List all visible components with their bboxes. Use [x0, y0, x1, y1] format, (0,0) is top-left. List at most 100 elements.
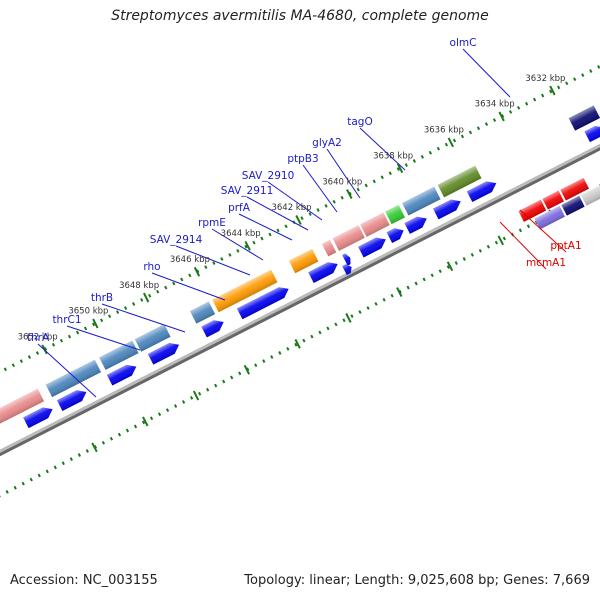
ruler-dot-upper [404, 163, 408, 167]
leader-rpmE [211, 228, 264, 261]
ruler-dot-upper [244, 244, 248, 249]
leader-mcmA1 [499, 221, 547, 270]
cds-arrow-2 [106, 364, 137, 386]
major-tick-upper [549, 85, 556, 96]
ruler-dot-lower [454, 261, 458, 265]
major-tick-lower [142, 416, 149, 427]
ruler-dot-lower [29, 477, 33, 482]
leader-thrA [37, 343, 97, 398]
ruler-dot-upper [460, 134, 465, 139]
gene-label: tagO [347, 116, 372, 128]
ruler-dot-upper [148, 293, 152, 298]
cds-arrow-13 [584, 126, 600, 143]
major-tick-upper [498, 111, 505, 122]
gene-label: prfA [228, 202, 251, 214]
ruler-dot-lower [77, 453, 81, 457]
tick-label: 3636 kbp [424, 126, 464, 136]
ruler-dot-upper [180, 277, 184, 282]
map-title: Streptomyces avermitilis MA-4680, comple… [111, 8, 489, 24]
leader-pptA1 [519, 209, 567, 253]
ruler-dot-upper [549, 89, 553, 94]
feature-band-2 [99, 340, 139, 370]
ruler-dot-upper [75, 330, 80, 335]
ruler-dot-lower [222, 379, 226, 384]
gene-label: SAV_2910 [242, 170, 295, 182]
ruler-dot-lower [262, 359, 266, 363]
ruler-dot-lower [189, 395, 194, 400]
rev-band-top-2 [560, 177, 589, 201]
ruler-dot-lower [254, 363, 258, 368]
feature-band-8 [332, 225, 365, 251]
ruler-dot-lower [478, 248, 482, 253]
ruler-dot-upper [116, 310, 120, 314]
ruler-dot-upper [172, 281, 176, 286]
ruler-dot-lower [286, 346, 290, 351]
ruler-dot-upper [541, 93, 545, 98]
ruler-dot-upper [91, 322, 96, 327]
major-tick-upper [295, 215, 302, 225]
ruler-dot-lower [350, 314, 354, 319]
ruler-dot-upper [228, 253, 232, 257]
ruler-dot-upper [581, 73, 585, 78]
leader-SAV_2910 [267, 181, 323, 221]
ruler-dot-upper [380, 175, 384, 180]
ruler-dot-upper [156, 289, 160, 294]
ruler-dot-upper [140, 297, 144, 302]
ruler-dot-lower [486, 244, 490, 249]
rev-band-bottom-0 [534, 205, 565, 230]
cds-arrow-6 [308, 262, 338, 283]
tick-label: 3640 kbp [322, 177, 362, 187]
label-layer: 3632 kbp 3634 kbp 3636 kbp 3638 kbp 3640 kbp… [18, 37, 582, 344]
ruler-dot-lower [526, 224, 531, 229]
tick-label: 3648 kbp [119, 281, 159, 291]
ruler-dot-upper [308, 212, 312, 216]
gene-label: glyA2 [312, 137, 342, 149]
ruler-dot-lower [302, 338, 306, 343]
feature-band-13 [568, 105, 600, 131]
gene-label: pptA1 [550, 240, 581, 252]
ruler-dot-upper [108, 314, 112, 319]
gene-label: rpmE [198, 217, 226, 229]
leader-thrB [101, 303, 186, 333]
major-tick-upper [447, 137, 454, 148]
ruler-dot-lower [518, 228, 523, 233]
ruler-dot-upper [524, 101, 529, 106]
ruler-dot-upper [396, 167, 400, 171]
tick-label: 3652 kbp [18, 333, 58, 343]
tick-label: 3638 kbp [373, 151, 413, 161]
tick-layer [0, 65, 600, 498]
major-tick-lower [446, 261, 454, 272]
ruler-dot-upper [35, 351, 40, 355]
ruler-dot-upper [597, 65, 600, 69]
tick-label: 3634 kbp [475, 100, 515, 110]
ruler-dot-upper [532, 97, 537, 102]
leader-ptpB3 [302, 164, 338, 213]
ruler-dot-lower [37, 473, 41, 478]
ruler-dot-lower [406, 285, 410, 290]
ruler-dot-upper [268, 232, 272, 237]
ruler-dot-upper [573, 77, 577, 82]
ruler-dot-lower [462, 257, 466, 261]
gene-label: mcmA1 [526, 257, 566, 269]
cds-arrow-7 [342, 253, 351, 266]
ruler-dot-upper [428, 150, 432, 155]
major-tick-upper [346, 189, 353, 199]
major-tick-upper [193, 266, 201, 277]
ruler-dot-lower [430, 273, 434, 278]
major-tick-upper [396, 163, 404, 174]
cds-arrow-3 [147, 343, 180, 365]
ruler-dot-lower [214, 383, 218, 388]
ruler-dot-upper [276, 228, 280, 233]
ruler-dot-upper [236, 248, 240, 253]
ruler-dot-upper [204, 265, 208, 270]
feature-band-6 [288, 248, 319, 274]
tick-label: 3644 kbp [221, 229, 261, 239]
feature-band-3 [134, 324, 171, 352]
ruler-dot-lower [206, 387, 210, 392]
ruler-dot-lower [246, 367, 250, 372]
gene-label: ptpB3 [287, 153, 318, 165]
ruler-dot-upper [3, 367, 7, 372]
gene-label: thrB [91, 292, 113, 304]
ruler-dot-upper [517, 105, 521, 110]
leader-SAV_2911 [246, 196, 309, 231]
